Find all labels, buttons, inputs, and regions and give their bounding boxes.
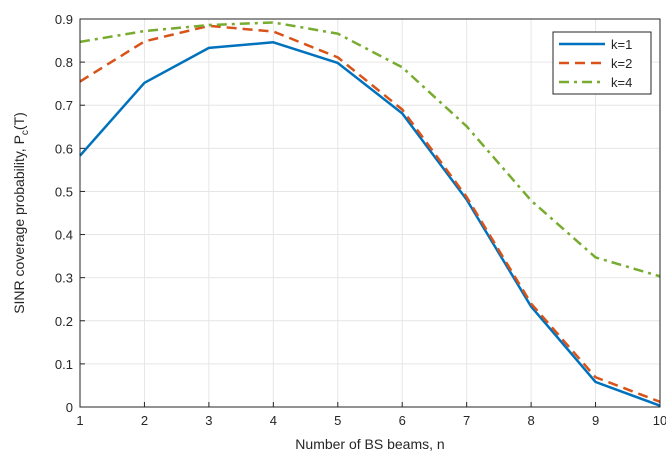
- y-tick-label: 0.1: [55, 357, 73, 372]
- legend-label: k=1: [611, 37, 632, 52]
- y-tick-label: 0.3: [55, 271, 73, 286]
- series-line-k-4: [79, 21, 661, 278]
- y-tick-label: 0.5: [55, 184, 73, 199]
- x-tick-label: 3: [205, 413, 212, 428]
- x-tick-label: 4: [270, 413, 277, 428]
- series-lines: [79, 21, 661, 407]
- x-tick-label: 7: [463, 413, 470, 428]
- x-tick-label: 2: [141, 413, 148, 428]
- x-tick-label: 5: [334, 413, 341, 428]
- x-tick-label: 6: [399, 413, 406, 428]
- y-tick-label: 0.2: [55, 314, 73, 329]
- y-axis-title-main: SINR coverage probability, P: [11, 135, 27, 314]
- x-tick-label: 8: [527, 413, 534, 428]
- y-tick-label: 0.7: [55, 98, 73, 113]
- tick-labels: 1 2 3 4 5 6 7 8 9 10 0 0.1 0.2 0.3 0.4 0.5 0.6 0.7 0.8 0.9: [55, 12, 666, 428]
- y-tick-label: 0: [66, 400, 73, 415]
- y-tick-label: 0.8: [55, 55, 73, 70]
- x-tick-label: 10: [653, 413, 666, 428]
- y-axis-title: SINR coverage probability, Pc(T): [11, 112, 31, 314]
- legend-label: k=2: [611, 56, 632, 71]
- legend: k=1 k=2 k=4: [552, 31, 652, 95]
- y-axis-title-subscript: c: [20, 130, 31, 135]
- y-tick-label: 0.9: [55, 12, 73, 27]
- x-axis-title: Number of BS beams, n: [295, 436, 444, 452]
- y-axis-title-tail: (T): [11, 112, 27, 130]
- legend-box: [552, 31, 652, 95]
- legend-label: k=4: [611, 75, 632, 90]
- plot-border: [79, 18, 661, 408]
- y-tick-label: 0.4: [55, 228, 73, 243]
- series-line-k-2: [79, 24, 661, 403]
- x-tick-label: 9: [592, 413, 599, 428]
- y-tick-label: 0.6: [55, 141, 73, 156]
- series-line-k-1: [79, 41, 661, 407]
- ticks: [79, 18, 661, 408]
- x-tick-label: 1: [76, 413, 83, 428]
